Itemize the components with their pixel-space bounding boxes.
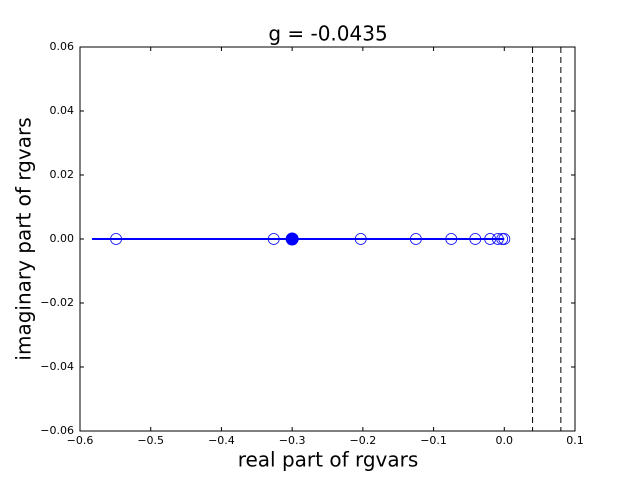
open-marker [267,233,280,245]
open-marker [469,233,482,245]
y-tick-label: 0.02 [50,168,75,181]
x-tick-label: −0.4 [208,434,235,447]
x-tick-label: −0.3 [279,434,306,447]
x-tick-label: −0.1 [420,434,447,447]
open-marker [409,233,422,245]
y-tick-label: −0.02 [40,296,74,309]
open-marker [498,233,511,245]
y-tick-label: −0.06 [40,424,74,437]
y-tick-label: 0.04 [50,104,75,117]
y-tick-label: 0.06 [50,40,75,53]
x-tick-label: 0.0 [496,434,514,447]
x-tick-label: −0.5 [137,434,164,447]
y-axis-label: imaginary part of rgvars [12,117,36,360]
x-axis-label: real part of rgvars [238,448,419,472]
y-tick-label: 0.00 [50,232,75,245]
open-marker [445,233,458,245]
x-tick-label: −0.6 [67,434,94,447]
open-marker [484,233,497,245]
open-marker [492,233,504,245]
filled-marker [285,232,299,246]
y-tick-label: −0.04 [40,360,74,373]
open-marker [354,233,367,245]
x-tick-label: −0.2 [349,434,376,447]
chart-title: g = -0.0435 [268,22,387,46]
open-marker [110,233,122,245]
x-tick-label: 0.1 [566,434,584,447]
plot-frame [79,46,576,432]
